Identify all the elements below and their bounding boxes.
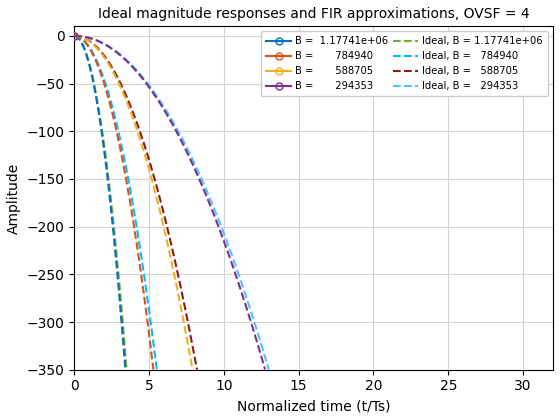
- Y-axis label: Amplitude: Amplitude: [7, 163, 21, 234]
- X-axis label: Normalized time (t/Ts): Normalized time (t/Ts): [237, 399, 390, 413]
- Title: Ideal magnitude responses and FIR approximations, OVSF = 4: Ideal magnitude responses and FIR approx…: [98, 7, 529, 21]
- Legend: B =  1.17741e+06, B =       784940, B =       588705, B =       294353, Ideal, B: B = 1.17741e+06, B = 784940, B = 588705,…: [262, 31, 548, 96]
